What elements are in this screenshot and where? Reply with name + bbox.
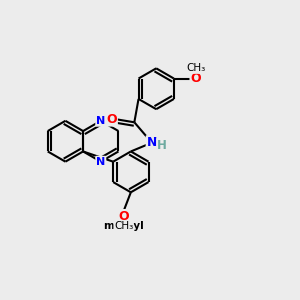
Text: O: O <box>106 112 117 126</box>
Text: O: O <box>190 72 201 85</box>
Text: N: N <box>96 157 105 167</box>
Text: O: O <box>118 210 129 223</box>
Text: CH₃: CH₃ <box>186 63 206 73</box>
Text: N: N <box>96 116 105 126</box>
Text: methyl: methyl <box>103 221 144 231</box>
Text: N: N <box>147 136 157 149</box>
Text: H: H <box>157 139 167 152</box>
Text: CH₃: CH₃ <box>114 221 133 231</box>
